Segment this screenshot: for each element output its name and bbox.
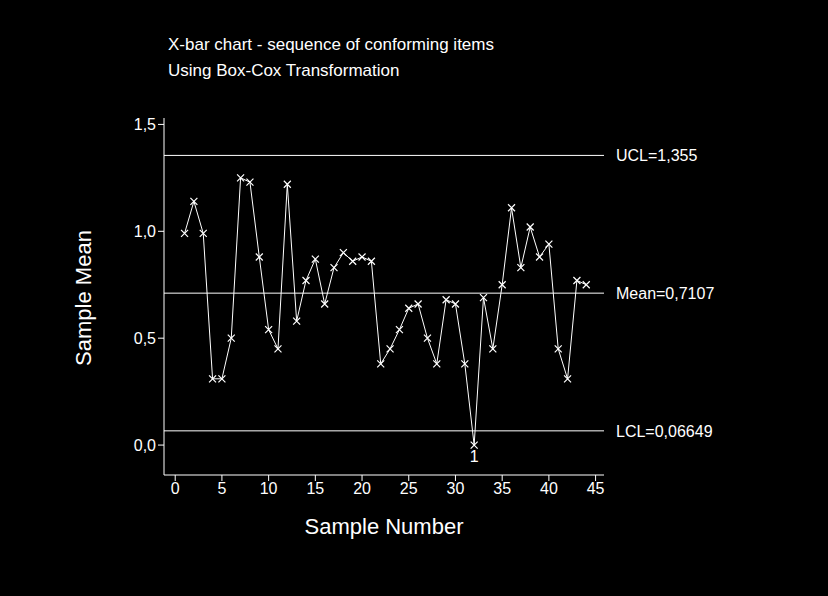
svg-text:LCL=0,06649: LCL=0,06649 [616, 423, 713, 440]
svg-text:30: 30 [447, 480, 465, 497]
svg-text:5: 5 [217, 480, 226, 497]
html-text:Using Box-Cox Transformation: Using Box-Cox Transformation [168, 61, 400, 80]
svg-text:1,5: 1,5 [134, 116, 156, 133]
html-text:X-bar chart - sequence of conf: X-bar chart - sequence of conforming ite… [168, 35, 494, 54]
svg-text:15: 15 [306, 480, 324, 497]
svg-text:1: 1 [470, 448, 479, 465]
svg-text:40: 40 [540, 480, 558, 497]
svg-text:20: 20 [353, 480, 371, 497]
svg-text:0,5: 0,5 [134, 330, 156, 347]
html-text:Sample Mean: Sample Mean [71, 230, 96, 366]
svg-text:0,0: 0,0 [134, 437, 156, 454]
svg-text:45: 45 [587, 480, 605, 497]
svg-text:10: 10 [260, 480, 278, 497]
svg-text:25: 25 [400, 480, 418, 497]
svg-text:Mean=0,7107: Mean=0,7107 [616, 285, 714, 302]
svg-text:35: 35 [493, 480, 511, 497]
svg-text:0: 0 [171, 480, 180, 497]
svg-text:UCL=1,355: UCL=1,355 [616, 147, 697, 164]
html-text:Sample Number: Sample Number [304, 514, 464, 539]
svg-text:1,0: 1,0 [134, 223, 156, 240]
